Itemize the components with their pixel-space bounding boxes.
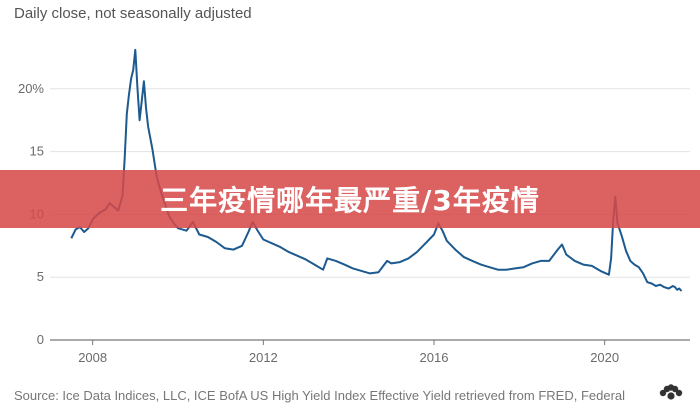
y-tick-label: 20% — [18, 81, 44, 96]
x-tick-label: 2012 — [249, 350, 278, 365]
nbc-peacock-icon — [659, 384, 683, 400]
y-tick-label: 5 — [37, 269, 44, 284]
overlay-banner: 三年疫情哪年最严重/3年疫情 — [0, 170, 700, 228]
x-tick-label: 2020 — [590, 350, 619, 365]
banner-title: 三年疫情哪年最严重/3年疫情 — [160, 184, 540, 217]
y-tick-label: 15 — [30, 144, 44, 159]
source-note: Source: Ice Data Indices, LLC, ICE BofA … — [14, 388, 626, 403]
axes — [50, 339, 690, 345]
x-tick-label: 2008 — [78, 350, 107, 365]
chart-title: Daily close, not seasonally adjusted — [14, 5, 252, 22]
y-tick-label: 0 — [37, 332, 44, 347]
x-tick-label: 2016 — [420, 350, 449, 365]
